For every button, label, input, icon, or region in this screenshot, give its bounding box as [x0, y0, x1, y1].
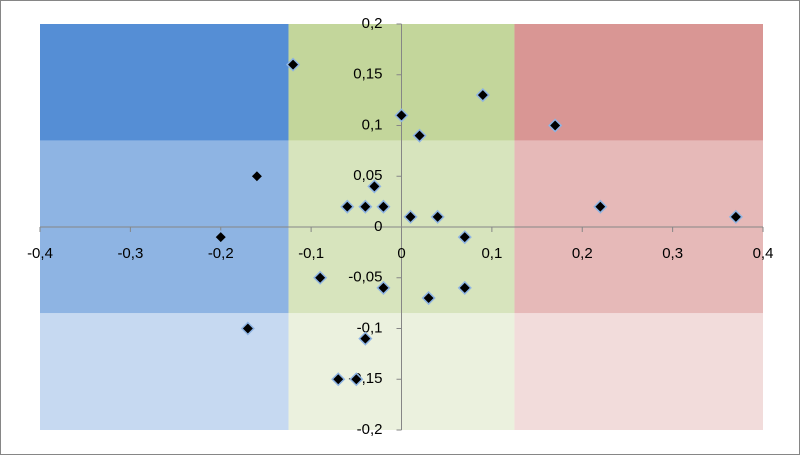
point — [548, 118, 563, 133]
point — [430, 209, 445, 224]
zone — [514, 313, 763, 430]
point — [457, 280, 472, 295]
point — [313, 270, 328, 285]
point — [593, 199, 608, 214]
point — [340, 199, 355, 214]
y-tick-label: -0,1 — [357, 319, 383, 336]
point — [240, 321, 255, 336]
y-tick-label: 0,2 — [362, 15, 383, 32]
point — [457, 230, 472, 245]
point — [394, 108, 409, 123]
x-tick-label: -0,2 — [208, 245, 234, 262]
y-tick-label: 0,1 — [362, 116, 383, 133]
point — [376, 280, 391, 295]
y-tick-label: -0,2 — [357, 421, 383, 438]
x-tick-label: 0,4 — [753, 245, 774, 262]
x-tick-label: 0,2 — [572, 245, 593, 262]
point — [358, 199, 373, 214]
x-tick-label: 0 — [397, 245, 405, 262]
point — [475, 87, 490, 103]
point — [367, 179, 382, 194]
x-tick-label: -0,4 — [27, 245, 53, 262]
y-tick-label: 0,15 — [353, 66, 382, 83]
point — [349, 372, 364, 387]
point — [403, 209, 418, 224]
x-tick-label: -0,1 — [298, 245, 324, 262]
point — [376, 199, 391, 214]
zone — [40, 24, 289, 141]
x-tick-label: 0,3 — [662, 245, 683, 262]
point — [358, 331, 373, 346]
point — [213, 230, 228, 245]
point — [331, 372, 346, 387]
point — [412, 128, 427, 143]
point — [285, 57, 301, 72]
point — [249, 169, 264, 184]
y-tick-label: -0,05 — [348, 269, 382, 286]
x-tick-label: 0,1 — [481, 245, 502, 262]
point — [421, 290, 436, 306]
point — [728, 209, 743, 224]
y-tick-label: 0 — [374, 218, 382, 235]
y-tick-label: 0,05 — [353, 167, 382, 184]
x-tick-label: -0,3 — [117, 245, 143, 262]
